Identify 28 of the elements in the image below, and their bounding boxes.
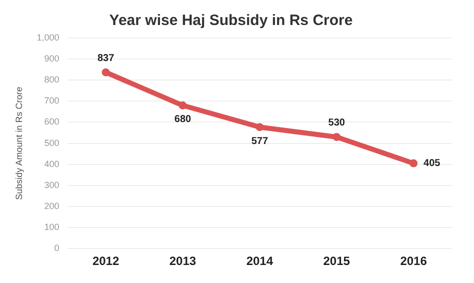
y-tick-label: 0 [54,243,60,254]
y-tick-label: 800 [44,74,60,85]
x-tick-label: 2015 [323,254,350,268]
y-tick-label: 100 [44,222,60,232]
data-label: 577 [251,136,268,147]
x-tick-label: 2012 [92,254,120,268]
point [410,159,418,168]
chart-title: Year wise Haj Subsidy in Rs Crore [109,12,353,30]
y-tick-label: 600 [44,116,60,127]
data-label: 680 [174,114,192,126]
y-tick-label: 700 [44,96,60,106]
y-axis-title: Subsidy Amount in Rs Crore [14,86,24,200]
y-tick-label: 500 [44,138,60,148]
point [256,123,264,132]
data-label: 530 [328,118,346,129]
point [178,101,187,110]
x-tick-label: 2016 [400,254,428,268]
data-label: 405 [424,158,441,170]
y-tick-label: 300 [44,180,60,190]
x-tick-label: 2013 [169,254,196,268]
x-tick-label: 2014 [246,254,274,268]
point [332,132,341,141]
y-tick-label: 1,000 [36,32,60,42]
data-label: 837 [97,53,115,64]
y-tick-label: 900 [44,54,60,64]
y-tick-label: 400 [44,158,60,169]
point [102,68,110,76]
y-tick-label: 200 [44,200,60,211]
